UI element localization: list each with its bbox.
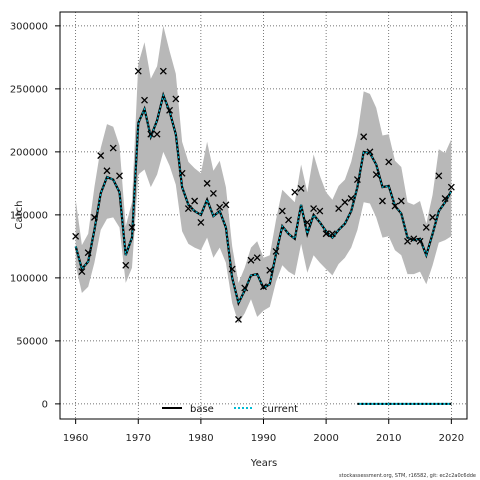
y-tick-label-3: 150000 bbox=[10, 210, 48, 221]
x-tick-label-2: 1980 bbox=[188, 433, 213, 444]
observed-point-2001 bbox=[328, 230, 336, 238]
observed-point-1996 bbox=[297, 184, 305, 192]
observed-point-1989 bbox=[253, 254, 261, 262]
observed-point-2015 bbox=[416, 237, 424, 245]
observed-point-1994 bbox=[285, 216, 293, 224]
observed-point-2016 bbox=[422, 224, 430, 231]
observed-point-1992 bbox=[272, 247, 280, 255]
observed-point-1970 bbox=[134, 67, 142, 75]
x-tick-label-5: 2010 bbox=[376, 433, 401, 444]
observed-point-1962 bbox=[84, 249, 92, 257]
observed-point-1980 bbox=[197, 218, 205, 226]
observed-point-1995 bbox=[291, 188, 299, 196]
observed-point-2004 bbox=[347, 195, 355, 202]
observed-point-1977 bbox=[178, 169, 186, 177]
x-axis-title: Years bbox=[250, 458, 277, 469]
observed-point-1985 bbox=[228, 265, 236, 273]
observed-point-2006 bbox=[360, 133, 368, 141]
x-tick-label-4: 2000 bbox=[313, 433, 338, 444]
y-tick-label-4: 200000 bbox=[10, 147, 48, 158]
observed-point-2011 bbox=[391, 202, 399, 210]
observed-point-2017 bbox=[429, 213, 437, 221]
observed-points bbox=[72, 67, 455, 323]
observed-point-1997 bbox=[303, 218, 311, 226]
observed-point-2018 bbox=[435, 172, 443, 180]
observed-point-1964 bbox=[97, 152, 105, 160]
observed-point-1972 bbox=[147, 130, 155, 138]
x-tick-label-3: 1990 bbox=[251, 433, 276, 444]
observed-point-2019 bbox=[441, 195, 449, 202]
y-tick-label-5: 250000 bbox=[10, 84, 48, 95]
y-tick-label-6: 300000 bbox=[10, 21, 48, 32]
observed-point-2010 bbox=[385, 158, 393, 166]
observed-point-1965 bbox=[103, 167, 111, 175]
observed-point-1960 bbox=[72, 232, 80, 240]
observed-point-2000 bbox=[322, 230, 330, 238]
observed-point-2013 bbox=[404, 237, 411, 245]
x-axis-ticks: 1960 1970 1980 1990 2000 2010 2020 bbox=[63, 419, 464, 444]
observed-point-1991 bbox=[266, 266, 274, 274]
observed-point-1967 bbox=[116, 172, 123, 180]
legend: base current bbox=[162, 404, 298, 415]
y-tick-label-0: 0 bbox=[42, 399, 48, 410]
observed-point-1976 bbox=[172, 95, 180, 103]
observed-point-1979 bbox=[191, 197, 199, 205]
observed-point-1987 bbox=[241, 284, 249, 292]
observed-point-1973 bbox=[153, 130, 161, 138]
x-tick-label-0: 1960 bbox=[63, 433, 88, 444]
y-axis-title: Catch bbox=[14, 201, 25, 230]
y-tick-label-1: 50000 bbox=[16, 336, 48, 347]
observed-point-2009 bbox=[379, 197, 386, 205]
observed-point-1999 bbox=[316, 207, 324, 215]
observed-point-2014 bbox=[410, 235, 418, 243]
y-tick-label-2: 100000 bbox=[10, 273, 48, 284]
observed-point-2002 bbox=[335, 205, 343, 213]
observed-point-1982 bbox=[209, 189, 217, 197]
observed-point-1971 bbox=[141, 96, 148, 104]
x-tick-label-6: 2020 bbox=[439, 433, 464, 444]
observed-point-1984 bbox=[222, 201, 230, 209]
legend-base-label: base bbox=[190, 404, 214, 415]
observed-point-1983 bbox=[216, 203, 224, 211]
observed-point-1963 bbox=[90, 213, 98, 221]
observed-point-1988 bbox=[247, 256, 255, 264]
observed-point-1961 bbox=[78, 268, 86, 276]
y-axis-ticks: 0 50000 100000 150000 200000 250000 300000 bbox=[10, 21, 60, 410]
observed-point-1968 bbox=[122, 261, 130, 269]
observed-point-2007 bbox=[366, 148, 374, 156]
observed-point-2020 bbox=[447, 183, 455, 191]
observed-point-1986 bbox=[234, 315, 242, 323]
observed-point-1998 bbox=[310, 205, 318, 213]
observed-point-2012 bbox=[397, 197, 405, 205]
series-lines bbox=[74, 91, 453, 405]
observed-point-1966 bbox=[109, 144, 117, 152]
observed-point-1974 bbox=[159, 67, 167, 75]
observed-point-1990 bbox=[260, 283, 267, 291]
observed-point-1969 bbox=[128, 224, 136, 231]
observed-point-1993 bbox=[278, 207, 286, 215]
series-line-current bbox=[75, 93, 452, 305]
observed-point-2003 bbox=[341, 198, 349, 206]
x-tick-label-1: 1970 bbox=[126, 433, 151, 444]
confidence-band bbox=[75, 25, 452, 324]
observed-point-2005 bbox=[353, 176, 361, 184]
observed-point-1978 bbox=[184, 205, 192, 213]
legend-current-label: current bbox=[262, 404, 298, 415]
observed-point-2008 bbox=[372, 171, 380, 179]
observed-point-1981 bbox=[203, 179, 211, 187]
footer-credit: stockassessment.org, STM, r16582, git: e… bbox=[339, 473, 476, 479]
observed-point-1975 bbox=[166, 106, 174, 114]
